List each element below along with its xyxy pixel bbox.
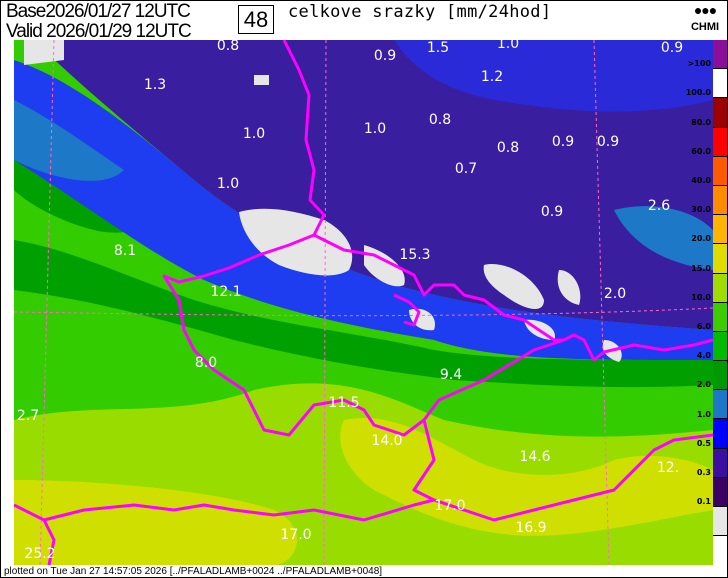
precip-value-label: 12.	[656, 460, 680, 476]
legend-swatch	[713, 273, 727, 303]
zone-indigo	[34, 40, 713, 330]
precip-value-label: 15.3	[399, 247, 431, 263]
valid-time: Valid 2026/01/29 12UTC	[6, 21, 192, 42]
legend-swatch	[713, 40, 727, 70]
precip-value-label: 11.5	[328, 395, 360, 411]
legend-swatch	[713, 127, 727, 157]
zone-dark-green	[14, 130, 713, 388]
precip-value-label: 1.0	[496, 36, 520, 52]
legend-swatch	[713, 331, 727, 362]
legend-label: 15.0	[691, 263, 711, 273]
precip-value-label: 8.0	[194, 355, 218, 371]
precip-value-label: 8.1	[113, 243, 137, 259]
precip-value-label: 0.8	[496, 140, 520, 156]
logo-text: CHMI	[690, 21, 720, 33]
legend-label: 6.0	[696, 322, 711, 331]
precip-value-label: 25.2	[24, 546, 56, 562]
precip-value-label: 1.0	[242, 126, 266, 142]
map-title: celkove srazky [mm/24hod]	[288, 2, 552, 22]
legend-swatch	[713, 215, 727, 245]
legend-swatch	[713, 185, 727, 216]
precip-value-label: 12.1	[210, 284, 242, 300]
plot-footer: plotted on Tue Jan 27 14:57:05 2026 [../…	[4, 566, 383, 577]
precip-value-label: 16.9	[515, 520, 547, 536]
precip-value-label: 1.3	[143, 77, 167, 93]
legend-swatch	[713, 361, 727, 391]
legend-label: >100	[687, 59, 711, 69]
valid-value: 2026/01/29 12UTC	[46, 21, 192, 42]
precip-value-label: 0.9	[551, 134, 575, 150]
precip-value-label: 2.7	[16, 408, 40, 424]
zone-yellow	[14, 418, 713, 565]
legend-label: 10.0	[691, 292, 711, 302]
legend-label: 80.0	[691, 117, 711, 127]
precip-value-label: 1.0	[363, 121, 387, 137]
precip-value-label: 0.7	[454, 161, 478, 177]
precip-value-label: 9.4	[439, 367, 463, 383]
precip-value-label: 2.0	[603, 286, 627, 302]
precip-value-label: 0.9	[596, 134, 620, 150]
legend-swatch	[713, 98, 727, 128]
legend-swatch	[713, 69, 727, 99]
precipitation-map	[14, 40, 713, 565]
legend-swatch	[713, 507, 727, 537]
legend-swatch	[713, 390, 727, 420]
legend-swatch	[713, 419, 727, 449]
precip-value-label: 0.8	[216, 38, 240, 54]
legend-label: 60.0	[691, 146, 711, 156]
graticule	[14, 40, 713, 565]
precip-value-label: 14.0	[371, 433, 403, 449]
zone-blue	[14, 60, 713, 360]
precip-value-label: 1.0	[216, 176, 240, 192]
precip-value-label: 17.0	[434, 498, 466, 514]
base-value: 2026/01/27 12UTC	[45, 1, 191, 22]
precip-value-label: 1.2	[480, 69, 504, 85]
precip-value-label: 14.6	[519, 449, 551, 465]
precip-value-label: 0.9	[660, 40, 684, 56]
valid-label: Valid	[6, 21, 43, 42]
forecast-hour: 48	[238, 5, 274, 34]
legend-label: 0.5	[696, 438, 711, 448]
zone-blue-top	[394, 40, 713, 112]
color-legend	[713, 40, 727, 537]
legend-swatch	[713, 302, 727, 332]
legend-swatch	[713, 156, 727, 186]
legend-label: 20.0	[691, 234, 711, 244]
precip-value-label: 0.9	[540, 204, 564, 220]
legend-label: 2.0	[696, 380, 711, 390]
legend-label: 4.0	[696, 351, 711, 361]
legend-swatch	[713, 448, 727, 478]
legend-swatch	[713, 244, 727, 274]
legend-swatch	[713, 477, 727, 507]
base-time: Base2026/01/27 12UTC	[6, 1, 191, 22]
precip-value-label: 2.6	[647, 198, 671, 214]
precip-value-label: 0.8	[428, 112, 452, 128]
legend-label: 100.0	[685, 88, 711, 98]
precip-value-label: 1.5	[426, 40, 450, 56]
chmi-logo: ●●● CHMI	[686, 3, 724, 33]
base-label: Base	[6, 1, 46, 22]
precip-value-label: 17.0	[280, 527, 312, 543]
precip-value-label: 0.9	[373, 48, 397, 64]
legend-label: 40.0	[691, 176, 711, 185]
legend-label: 30.0	[691, 205, 711, 215]
legend-label: 0.1	[696, 497, 711, 507]
legend-label: 0.3	[696, 468, 711, 477]
country-borders	[14, 40, 713, 565]
legend-label: 1.0	[696, 409, 711, 419]
